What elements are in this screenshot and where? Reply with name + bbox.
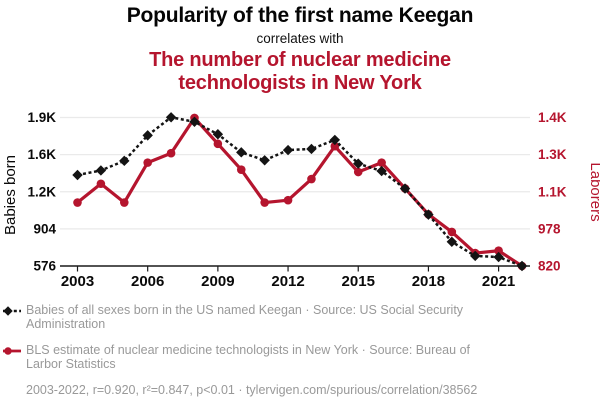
correlated-variable-title: The number of nuclear medicine technolog… — [149, 49, 451, 94]
x-tick-label: 2015 — [342, 273, 375, 290]
left-axis-tick-label: 904 — [33, 221, 56, 236]
laborers-data-point — [213, 139, 223, 149]
solid-red-circle-series-icon — [3, 347, 21, 355]
right-axis-title: Laborers — [587, 162, 600, 221]
legend-label-babies: Babies of all sexes born in the US named… — [26, 303, 464, 331]
legend-item-laborers: BLS estimate of nuclear medicine technol… — [3, 343, 593, 371]
x-tick-label: 2003 — [61, 273, 94, 290]
laborers-data-point — [283, 195, 293, 205]
laborers-data-point — [166, 148, 176, 158]
babies-data-point — [423, 209, 434, 220]
laborers-data-point — [447, 227, 457, 237]
dashed-black-diamond-series-icon — [3, 306, 21, 316]
babies-data-point — [236, 147, 247, 158]
babies-data-point — [516, 260, 528, 272]
left-axis-tick-label: 1.9K — [27, 110, 56, 125]
chart-area: 2003 2006 2009 2012 2015 2018 2021 1.9K 1.6K 1.2K… — [0, 100, 600, 300]
laborers-data-point — [236, 165, 246, 174]
babies-data-point — [446, 236, 458, 247]
laborers-data-point — [377, 158, 386, 167]
laborers-data-point — [143, 158, 152, 167]
right-axis-tick-label: 1.4K — [538, 110, 567, 125]
right-axis-tick-label: 978 — [538, 221, 561, 236]
babies-series-line — [77, 115, 523, 268]
laborers-data-point — [73, 198, 82, 207]
babies-data-point — [142, 130, 153, 141]
babies-data-point — [119, 155, 130, 167]
x-tick-label: 2021 — [482, 273, 515, 290]
laborers-data-point — [96, 179, 106, 189]
babies-data-point — [165, 112, 177, 123]
babies-data-point — [259, 155, 270, 166]
legend: Babies of all sexes born in the US named… — [3, 303, 593, 397]
babies-data-point — [95, 165, 107, 176]
babies-data-point — [493, 251, 504, 263]
laborers-data-point — [494, 246, 503, 256]
correlates-with-label: correlates with — [256, 31, 344, 46]
legend-label-laborers: BLS estimate of nuclear medicine technol… — [26, 343, 470, 371]
babies-data-point — [399, 183, 411, 194]
x-tick-label: 2018 — [412, 273, 445, 290]
left-axis-title: Babies born — [2, 155, 19, 235]
laborers-data-point — [119, 198, 129, 207]
babies-data-point — [353, 158, 364, 169]
laborers-data-point — [353, 167, 363, 177]
x-tick-label: 2012 — [271, 273, 304, 290]
right-axis-tick-label: 1.1K — [538, 184, 567, 199]
laborers-data-point — [330, 141, 340, 151]
x-tick-label: 2006 — [131, 273, 164, 290]
stats-footnote: 2003-2022, r=0.920, r²=0.847, p<0.01 · t… — [26, 383, 478, 397]
left-axis-tick-label: 1.2K — [27, 184, 56, 199]
x-tick-label: 2009 — [201, 273, 234, 290]
legend-item-babies: Babies of all sexes born in the US named… — [3, 303, 593, 331]
laborers-data-point — [260, 198, 269, 207]
babies-data-point — [282, 144, 294, 156]
babies-data-point — [72, 169, 83, 181]
babies-data-point — [329, 134, 341, 146]
right-axis-tick-label: 1.3K — [538, 147, 567, 162]
dual-axis-line-chart: 2003 2006 2009 2012 2015 2018 2021 1.9K 1.6K 1.2K… — [2, 110, 600, 290]
right-axis-tick-label: 820 — [538, 259, 561, 274]
left-axis-tick-label: 1.6K — [27, 147, 56, 162]
left-axis-tick-label: 576 — [33, 259, 56, 274]
babies-data-point — [376, 165, 387, 177]
babies-data-point — [306, 143, 317, 155]
babies-data-point — [470, 250, 481, 262]
laborers-data-point — [307, 174, 316, 184]
babies-data-point — [212, 129, 224, 140]
page-title: Popularity of the first name Keegan — [126, 4, 474, 27]
